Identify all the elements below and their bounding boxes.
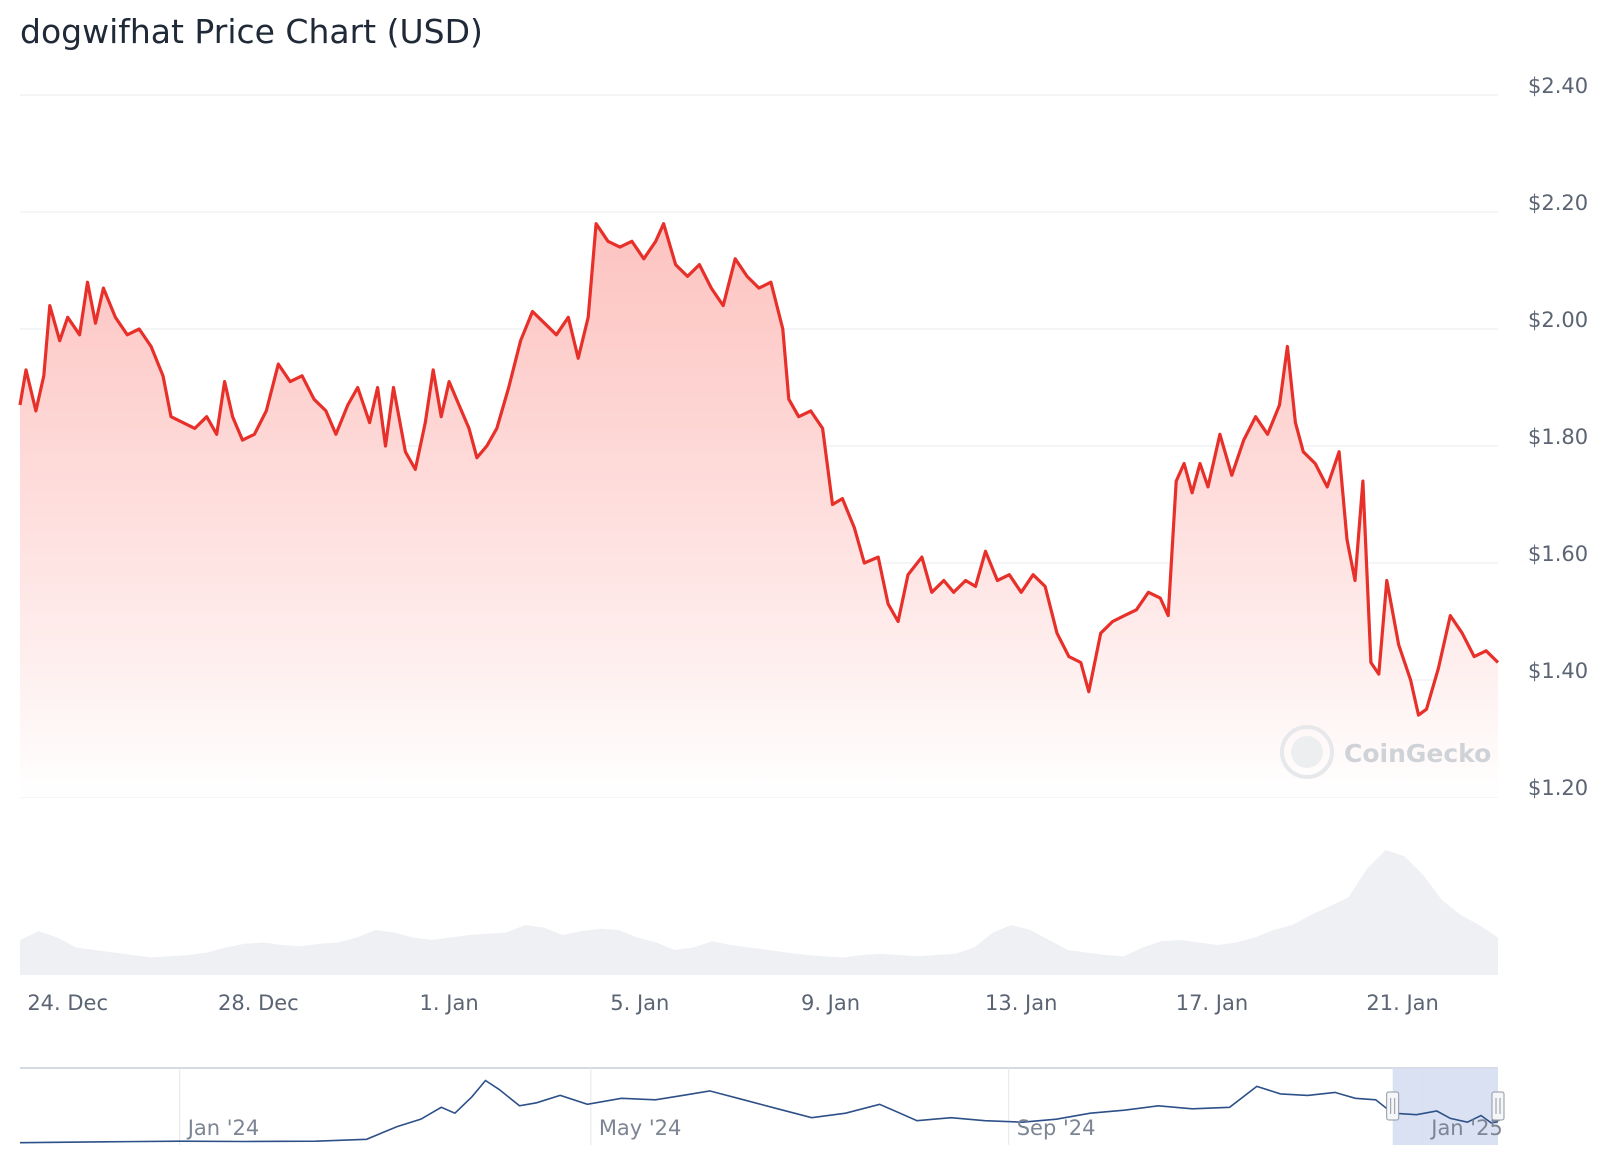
volume-area-path — [20, 850, 1498, 975]
coingecko-logo-icon — [1280, 725, 1334, 779]
x-tick-label: 1. Jan — [420, 991, 479, 1015]
volume-area — [20, 850, 1498, 975]
y-axis: $2.40 $2.20 $2.00 $1.80 $1.60 $1.40 $1.20 — [1528, 74, 1588, 800]
navigator-handle-left[interactable] — [1386, 1091, 1400, 1121]
y-tick-label: $1.40 — [1528, 659, 1588, 683]
y-tick-label: $2.20 — [1528, 191, 1588, 215]
watermark-text: CoinGecko — [1344, 739, 1491, 768]
range-navigator[interactable]: Jan '24 May '24 Sep '24 Jan '25 — [19, 1067, 1505, 1145]
chart-title: dogwifhat Price Chart (USD) — [20, 12, 483, 51]
price-area-fill — [20, 223, 1498, 797]
price-line — [18, 222, 1500, 717]
navigator-handle-right[interactable] — [1491, 1091, 1505, 1121]
y-tick-label: $1.20 — [1528, 776, 1588, 800]
x-tick-label: 13. Jan — [985, 991, 1057, 1015]
x-tick-label: 17. Jan — [1176, 991, 1248, 1015]
navigator-label: Jan '24 — [186, 1116, 260, 1140]
navigator-label: Sep '24 — [1017, 1116, 1096, 1140]
y-tick-label: $2.00 — [1528, 308, 1588, 332]
x-axis: 24. Dec 28. Dec 1. Jan 5. Jan 9. Jan 13. Jan 1… — [27, 991, 1439, 1015]
navigator-label: May '24 — [599, 1116, 682, 1140]
navigator-line — [19, 1079, 1499, 1144]
y-tick-label: $2.40 — [1528, 74, 1588, 98]
coingecko-watermark: CoinGecko — [1280, 725, 1491, 779]
x-tick-label: 21. Jan — [1366, 991, 1438, 1015]
coingecko-logo-inner — [1291, 736, 1323, 768]
y-tick-label: $1.60 — [1528, 542, 1588, 566]
x-tick-label: 9. Jan — [801, 991, 860, 1015]
x-tick-label: 5. Jan — [610, 991, 669, 1015]
navigator-label: Jan '25 — [1429, 1116, 1503, 1140]
x-tick-label: 28. Dec — [218, 991, 299, 1015]
navigator-selection[interactable] — [1392, 1068, 1498, 1145]
y-tick-label: $1.80 — [1528, 425, 1588, 449]
x-tick-label: 24. Dec — [27, 991, 108, 1015]
